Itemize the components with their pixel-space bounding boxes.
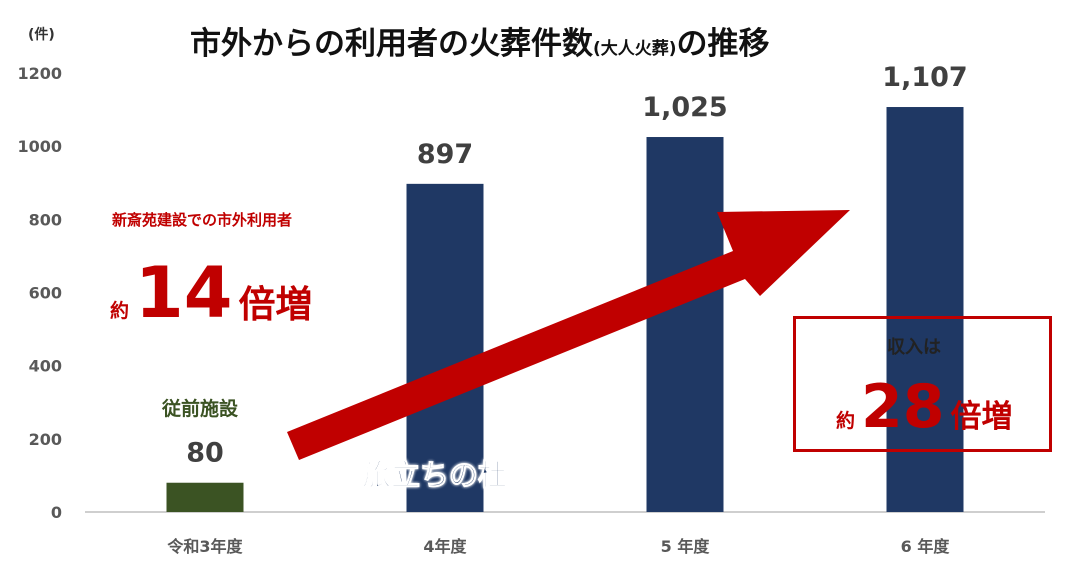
x-tick-label: 4年度	[423, 537, 467, 556]
x-tick-label: 5 年度	[661, 537, 711, 556]
title-main: 市外からの利用者の火葬件数	[190, 26, 593, 62]
growth-suffix: 倍増	[238, 283, 313, 326]
chart-title: 市外からの利用者の火葬件数(大人火葬)の推移	[190, 18, 770, 63]
y-tick-label: 1000	[17, 137, 62, 156]
bar-1	[166, 482, 244, 512]
revenue-callout: 約 28 倍増	[836, 372, 1013, 442]
y-tick-label: 200	[29, 430, 62, 449]
x-tick-label: 6 年度	[901, 537, 951, 556]
growth-prefix: 約	[110, 300, 130, 322]
y-tick-label: 600	[29, 284, 62, 303]
revenue-subtitle: 収入は	[887, 337, 941, 358]
y-axis-unit: (件)	[28, 27, 55, 43]
bar-3	[646, 137, 724, 513]
revenue-suffix: 倍増	[950, 399, 1013, 435]
bar-value-label: 80	[186, 438, 224, 469]
previous-facility-label: 従前施設	[162, 398, 239, 420]
revenue-number: 28	[861, 372, 945, 442]
y-tick-label: 800	[29, 210, 62, 229]
growth-callout: 約14 倍増	[110, 252, 312, 334]
revenue-prefix: 約	[836, 410, 856, 432]
bar-value-label: 897	[417, 139, 473, 170]
x-tick-label: 令和3年度	[166, 537, 243, 556]
y-tick-label: 1200	[17, 64, 62, 83]
growth-subtitle: 新斎苑建設での市外利用者	[112, 211, 293, 229]
bar-4	[886, 107, 964, 513]
y-tick-label: 400	[29, 357, 62, 376]
revenue-box	[793, 316, 1052, 452]
facility-name: 旅立ちの杜	[361, 458, 508, 493]
title-tail: の推移	[676, 26, 770, 62]
title-paren: (大人火葬)	[593, 39, 677, 59]
growth-number: 14	[135, 252, 233, 334]
bar-value-label: 1,107	[882, 62, 967, 93]
bar-value-label: 1,025	[642, 92, 727, 123]
y-tick-label: 0	[51, 503, 62, 522]
bar-2	[406, 183, 484, 512]
growth-arrow	[287, 210, 850, 460]
